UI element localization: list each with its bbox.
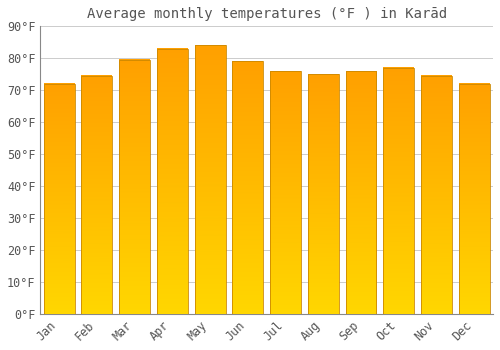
Bar [308,74,338,314]
Bar [346,71,376,314]
Title: Average monthly temperatures (°F ) in Karād: Average monthly temperatures (°F ) in Ka… [86,7,446,21]
Bar [421,76,452,314]
Bar [157,49,188,314]
Bar [270,71,301,314]
Bar [44,84,74,314]
Bar [458,84,490,314]
Bar [119,60,150,314]
Bar [82,76,112,314]
Bar [194,46,226,314]
Bar [232,62,264,314]
Bar [384,68,414,314]
